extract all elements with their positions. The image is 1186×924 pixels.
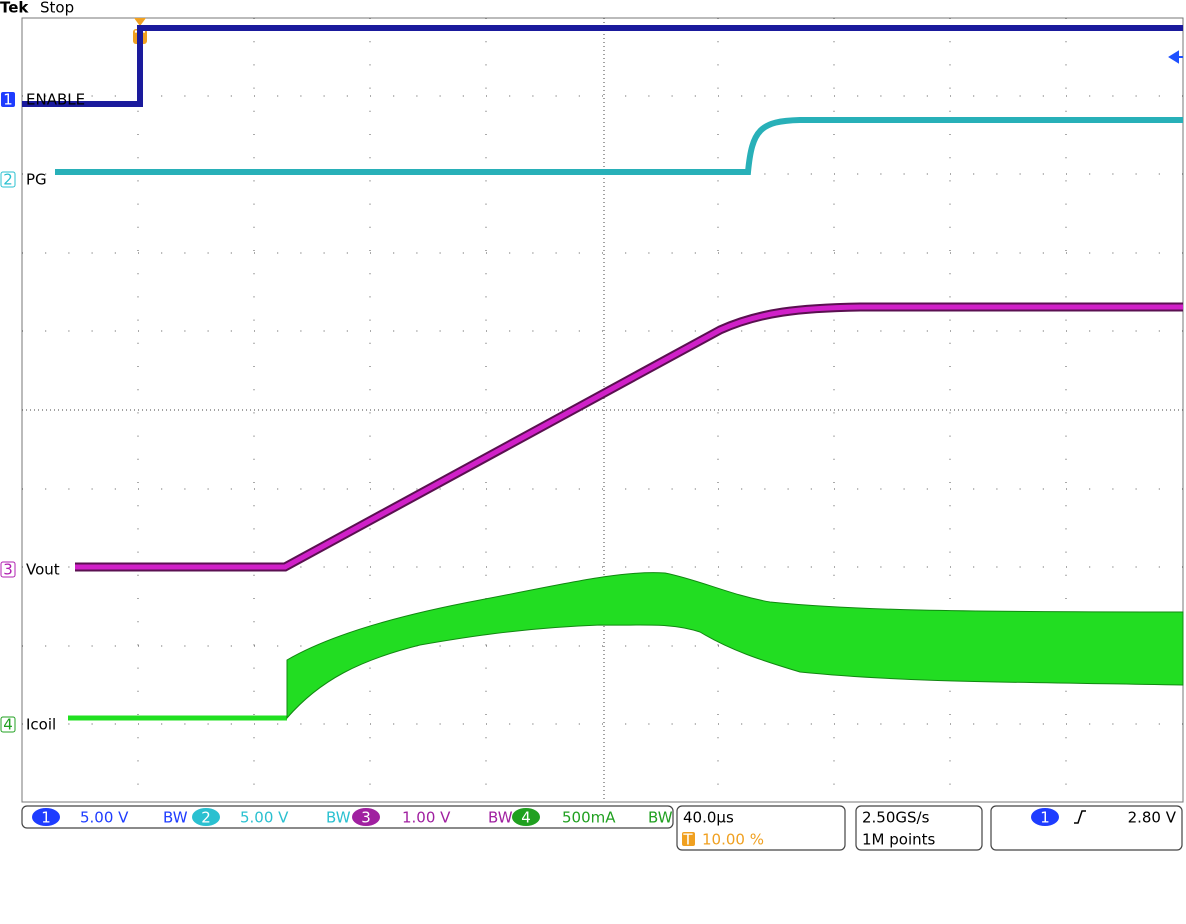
- waveform-ch3-outline: [75, 302, 1183, 572]
- waveform-ch1: [22, 25, 1183, 107]
- channel-markers: 1 ENABLE 2 PG 3 Vout 4 Icoil: [0, 91, 85, 734]
- timebase-readout: [676, 805, 846, 851]
- ch1-scale: 5.00 V: [80, 809, 129, 827]
- ch3-label: Vout: [26, 561, 60, 579]
- waveform-ch3: [75, 304, 1183, 570]
- sample-rate: 2.50GS/s: [862, 809, 930, 827]
- ch2-bw: BW: [326, 809, 351, 827]
- trigger-arrow: [134, 18, 146, 26]
- ch1-label: ENABLE: [26, 91, 85, 109]
- brand: Tek: [0, 0, 29, 17]
- ch2-marker: [0, 171, 16, 188]
- trigger-source-badge: [1031, 808, 1059, 826]
- trigger-source: 1: [1040, 809, 1050, 827]
- ch1-readout: 1 5.00 V BW: [32, 808, 188, 827]
- level-arrow: [1168, 50, 1183, 64]
- ch4-number: 4: [521, 809, 531, 827]
- ch2-number: 2: [3, 171, 13, 189]
- trigger-pos-badge: [682, 832, 695, 846]
- ch4-scale: 500mA: [562, 809, 616, 827]
- ch4-badge: [512, 808, 540, 826]
- ch1-number: 1: [3, 91, 13, 109]
- acquisition-readout: [855, 805, 983, 851]
- ch3-readout: 3 1.00 V BW: [352, 808, 513, 827]
- ch3-badge: [352, 808, 380, 826]
- record-length: 1M points: [862, 831, 936, 849]
- ch2-label: PG: [26, 171, 47, 189]
- ch2-scale: 5.00 V: [240, 809, 289, 827]
- trigger-slope: [1074, 810, 1086, 824]
- ch2-number: 2: [201, 809, 211, 827]
- channel-readout: [21, 805, 674, 829]
- ch4-bw: BW: [648, 809, 673, 827]
- ch4-number: 4: [3, 716, 13, 734]
- run-status: Stop: [40, 0, 74, 17]
- trigger-level: 2.80 V: [1128, 809, 1177, 827]
- waveform-ch4: [286, 572, 1184, 720]
- ch1-badge: [32, 808, 60, 826]
- ch1-number: 1: [41, 809, 51, 827]
- ch1-marker: [1, 92, 15, 107]
- waveform-ch2: [55, 117, 1183, 175]
- ch2-badge: [192, 808, 220, 826]
- trigger-position: 10.00 %: [702, 831, 764, 849]
- ch3-scale: 1.00 V: [402, 809, 451, 827]
- ch1-bw: BW: [163, 809, 188, 827]
- ch3-number: 3: [3, 561, 13, 579]
- ch4-readout: 4 500mA BW: [512, 808, 673, 827]
- center-axes: [22, 18, 1183, 802]
- ch2-readout: 2 5.00 V BW: [192, 808, 351, 827]
- timebase-scale: 40.0µs: [683, 809, 734, 827]
- trigger-pos-marker: T: [682, 831, 693, 849]
- ch3-marker: [0, 561, 16, 578]
- ch3-number: 3: [361, 809, 371, 827]
- ch4-marker: [0, 716, 16, 733]
- ch4-label: Icoil: [26, 716, 56, 734]
- ch3-bw: BW: [488, 809, 513, 827]
- graticule: [21, 17, 1184, 803]
